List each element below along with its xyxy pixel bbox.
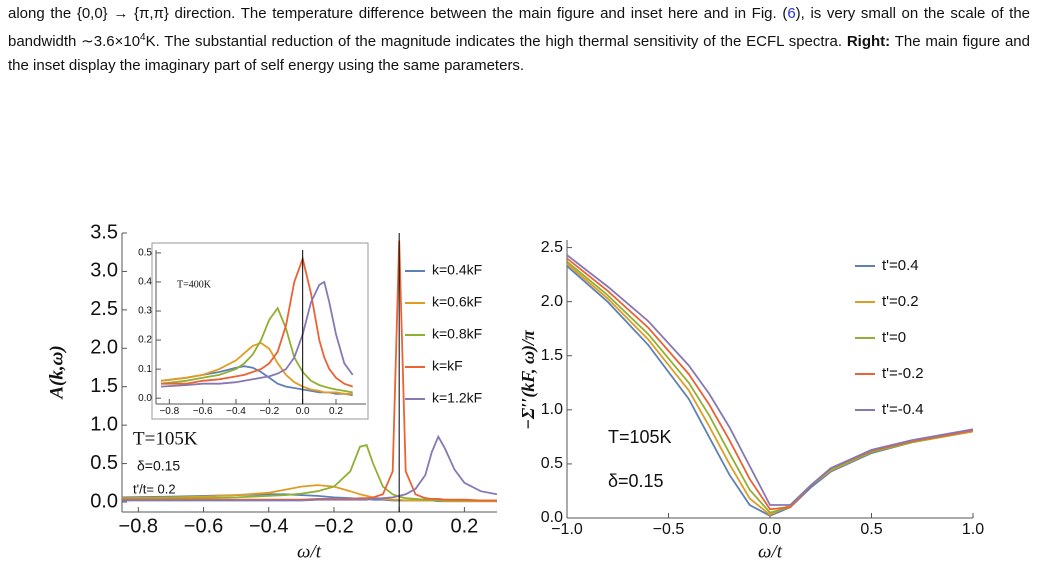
annotation: δ=0.15 [608, 471, 664, 491]
x-tick-label: −0.6 [193, 406, 213, 417]
x-tick-label: 0.0 [296, 406, 310, 417]
annotation: t'/t= 0.2 [133, 481, 176, 496]
x-tick-label: 0.0 [385, 515, 413, 537]
x-tick-label: −0.5 [653, 521, 685, 538]
legend-label: k=0.4kF [432, 262, 482, 278]
y-tick-label: 0.5 [90, 452, 118, 474]
y-tick-label: 2.5 [90, 298, 118, 320]
y-tick-label: 3.5 [90, 221, 118, 243]
inset-frame [151, 242, 369, 420]
y-axis-label: −Σ′′(kF, ω)/π [518, 329, 539, 430]
series-line [567, 260, 973, 514]
series-line [122, 434, 497, 502]
annotation: T=105K [608, 427, 672, 447]
annotation: T=400K [177, 279, 212, 290]
y-tick-label: 0.0 [138, 393, 152, 404]
x-tick-label: 1.0 [962, 521, 984, 538]
legend-label: k=kF [432, 358, 463, 374]
x-tick-label: 0.2 [329, 406, 343, 417]
x-axis-label: ω/t [297, 541, 322, 562]
x-axis-label: ω/t [758, 541, 783, 562]
series-line [567, 254, 973, 506]
y-tick-label: 1.5 [541, 347, 563, 364]
caption-text: The main figure and the inset display th… [8, 33, 1030, 74]
x-tick-label: −1.0 [551, 521, 583, 538]
y-tick-label: 2.5 [541, 239, 563, 256]
legend-label: t'=0.4 [882, 257, 919, 274]
y-tick-label: 0.0 [541, 509, 563, 526]
legend-label: k=0.6kF [432, 294, 482, 310]
y-tick-label: 0.2 [138, 335, 152, 346]
y-tick-label: 0.4 [138, 277, 152, 288]
x-tick-label: −0.8 [119, 515, 158, 537]
y-tick-label: 0.5 [138, 248, 152, 259]
series-line [567, 265, 973, 517]
y-axis-label: A(k,ω) [46, 345, 67, 399]
series-line [122, 444, 497, 502]
series-line [160, 280, 354, 388]
caption-text: along the {0,0} → {π,π} direction. The t… [8, 5, 788, 22]
caption-text: K. The substantial reduction of the magn… [145, 33, 847, 50]
caption: along the {0,0} → {π,π} direction. The t… [8, 2, 1030, 78]
x-tick-label: 0.5 [860, 521, 882, 538]
annotation: δ=0.15 [137, 458, 180, 474]
x-tick-label: −0.4 [249, 515, 288, 537]
legend-label: t'=-0.4 [882, 401, 924, 418]
legend-label: t'=-0.2 [882, 365, 924, 382]
x-tick-label: −0.6 [184, 515, 223, 537]
x-tick-label: −0.8 [159, 406, 179, 417]
series-line [160, 341, 353, 395]
x-tick-label: 0.2 [450, 515, 478, 537]
y-tick-label: 0.5 [541, 455, 563, 472]
y-tick-label: 2.0 [541, 293, 563, 310]
legend-label: k=1.2kF [432, 390, 482, 406]
x-tick-label: −0.2 [314, 515, 353, 537]
y-tick-label: 1.0 [541, 401, 563, 418]
y-tick-label: 3.0 [90, 260, 118, 282]
figure-link[interactable]: 6 [787, 5, 796, 22]
y-tick-label: 0.0 [90, 490, 118, 512]
caption-bold: Right: [846, 33, 891, 50]
x-tick-label: −0.4 [226, 406, 246, 417]
y-tick-label: 1.0 [90, 413, 118, 435]
series-line [160, 306, 353, 394]
caption-text: ), is very small on the scale of the ban… [8, 5, 1030, 50]
annotation: T=105K [133, 428, 198, 449]
y-tick-label: 1.5 [90, 375, 118, 397]
x-tick-label: −0.2 [259, 406, 279, 417]
y-tick-label: 2.0 [90, 337, 118, 359]
y-tick-label: 0.1 [138, 364, 152, 375]
y-tick-label: 0.3 [138, 306, 152, 317]
x-tick-label: 0.0 [759, 521, 781, 538]
legend-label: t'=0.2 [882, 293, 919, 310]
legend-label: k=0.8kF [432, 326, 482, 342]
legend-label: t'=0 [882, 329, 906, 346]
series-line [161, 255, 353, 388]
exponent: 4 [140, 32, 146, 43]
